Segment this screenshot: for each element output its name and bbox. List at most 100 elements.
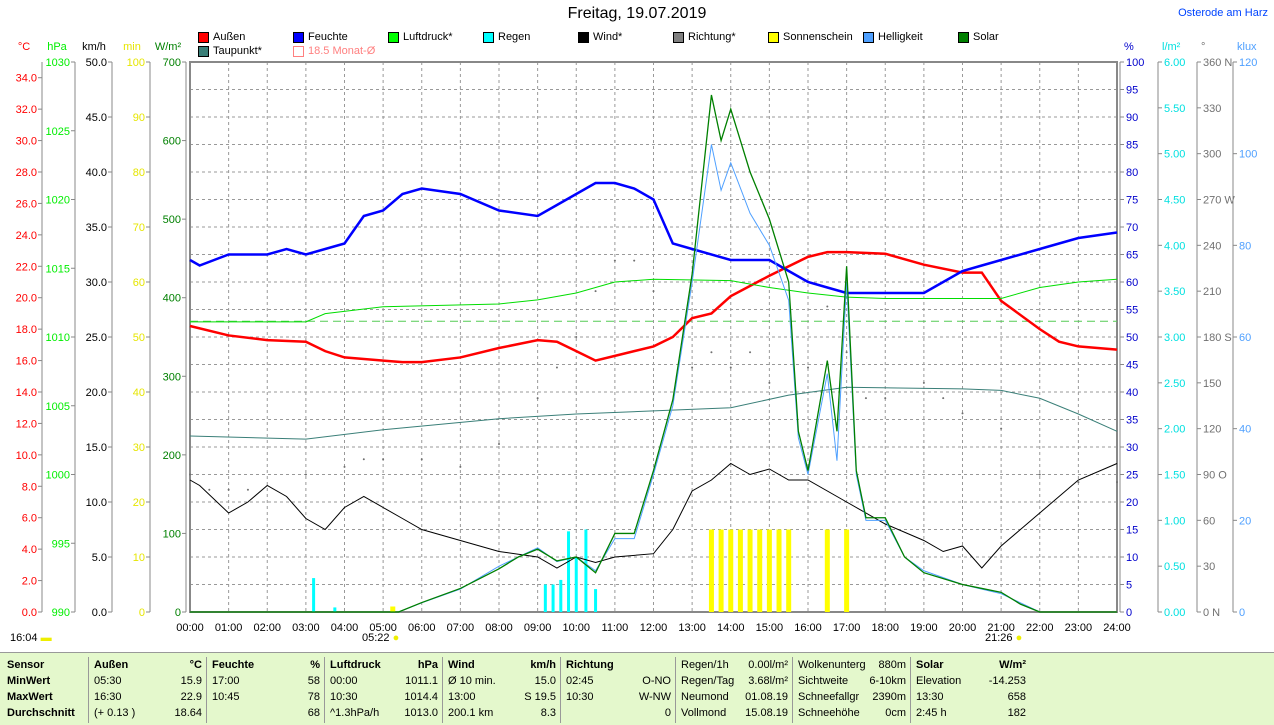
stats-value: 1014.4 bbox=[404, 691, 438, 703]
axis-tick-label: 120 bbox=[1239, 57, 1257, 69]
axis-tick-label: 20 bbox=[1126, 497, 1138, 509]
rain-bar bbox=[584, 529, 588, 612]
stats-value: 0 bbox=[664, 707, 671, 719]
stats-label: Neumond bbox=[681, 691, 729, 703]
stats-label: 16:30 bbox=[94, 691, 122, 703]
axis-tick-label: 120 bbox=[1203, 424, 1221, 436]
stats-row-label: MaxWert bbox=[7, 691, 53, 703]
axis-unit: hPa bbox=[47, 41, 67, 53]
stats-label: Schneehöhe bbox=[798, 707, 860, 719]
x-tick-label: 20:00 bbox=[949, 622, 977, 634]
axis-tick-label: 5.0 bbox=[92, 552, 107, 564]
direction-dot bbox=[652, 290, 655, 293]
direction-dot bbox=[420, 458, 423, 461]
stats-value: 0cm bbox=[885, 707, 906, 719]
axis-tick-label: 1030 bbox=[46, 57, 70, 69]
stats-col-feuchte: Feuchte% 17:00 58 10:45 78 68 bbox=[206, 657, 324, 723]
stats-label: 200.1 km bbox=[448, 707, 494, 719]
stats-label: 02:45 bbox=[566, 675, 594, 687]
legend-swatch bbox=[293, 31, 304, 43]
axis-tick-label: 180 S bbox=[1203, 332, 1232, 344]
legend-swatch bbox=[483, 31, 494, 43]
stats-label: Ø 10 min. bbox=[448, 675, 496, 687]
direction-dot bbox=[208, 488, 211, 491]
sunset: 21:26 ● bbox=[985, 632, 1023, 644]
location-link[interactable]: Osterode am Harz bbox=[1178, 7, 1268, 19]
axis-tick-label: 18.0 bbox=[16, 324, 37, 336]
direction-dot bbox=[729, 366, 732, 369]
axis-tick-label: 10 bbox=[1126, 552, 1138, 564]
stats-header: Außen bbox=[94, 659, 129, 671]
axis-tick-label: 500 bbox=[163, 214, 181, 226]
x-tick-label: 02:00 bbox=[253, 622, 281, 634]
sunshine-bar bbox=[776, 529, 782, 612]
axis-tick-label: 1000 bbox=[46, 470, 70, 482]
axis-tick-label: 100 bbox=[1239, 149, 1257, 161]
axis-tick-label: 20 bbox=[1239, 515, 1251, 527]
axis-unit: W/m² bbox=[155, 41, 182, 53]
sunshine-bar bbox=[757, 529, 763, 612]
rain-bar bbox=[333, 607, 337, 612]
axis-tick-label: 50.0 bbox=[86, 57, 107, 69]
sunshine-bar bbox=[824, 529, 830, 612]
axis-tick-label: 28.0 bbox=[16, 167, 37, 179]
axis-tick-label: 270 W bbox=[1203, 195, 1235, 207]
stats-col-solar: Solar W/m² Elevation -14.253 13:30 658 2:45 h 1… bbox=[910, 657, 1030, 723]
axis-tick-label: 12.0 bbox=[16, 418, 37, 430]
stats-col-richtung: Richtung 02:45 O-NO 10:30 W-NW 0 bbox=[560, 657, 675, 723]
stats-col-wolken: Wolkenunterg 880m Sichtweite 6-10km Schneefa… bbox=[792, 657, 910, 723]
x-tick-label: 06:00 bbox=[408, 622, 436, 634]
axis-tick-label: 55 bbox=[1126, 305, 1138, 317]
axis-tick-label: 2.00 bbox=[1164, 424, 1185, 436]
axis-unit: l/m² bbox=[1162, 41, 1181, 53]
axis-tick-label: 0 bbox=[1239, 607, 1245, 619]
stats-header: Sensor bbox=[7, 659, 45, 671]
stats-label: Vollmond bbox=[681, 707, 727, 719]
stats-label: ^1.3hPa/h bbox=[330, 707, 380, 719]
direction-dot bbox=[884, 397, 887, 400]
x-tick-label: 21:00 bbox=[987, 622, 1015, 634]
axis-tick-label: 1.50 bbox=[1164, 470, 1185, 482]
axis-tick-label: 50 bbox=[1126, 332, 1138, 344]
axis-tick-label: 90 O bbox=[1203, 470, 1227, 482]
stats-label: Sichtweite bbox=[798, 675, 849, 687]
x-tick-label: 09:00 bbox=[524, 622, 552, 634]
legend-label: Taupunkt* bbox=[213, 45, 262, 57]
axis-tick-label: 0 bbox=[1126, 607, 1132, 619]
legend-label: Sonnenschein bbox=[783, 31, 853, 43]
x-tick-label: 07:00 bbox=[447, 622, 475, 634]
axis-tick-label: 40 bbox=[133, 387, 145, 399]
stats-value: 78 bbox=[307, 691, 320, 703]
axis-tick-label: 100 bbox=[127, 57, 145, 69]
axis-tick-label: 60 bbox=[1126, 277, 1138, 289]
axis-tick-label: 990 bbox=[52, 607, 70, 619]
axis-tick-label: 1015 bbox=[46, 263, 70, 275]
axis-tick-label: 0 bbox=[139, 607, 145, 619]
direction-dot bbox=[459, 465, 462, 468]
x-tick-label: 04:00 bbox=[331, 622, 359, 634]
series-line-solar bbox=[190, 94, 1117, 613]
legend-swatch bbox=[673, 31, 684, 43]
axis-tick-label: 75 bbox=[1126, 195, 1138, 207]
axis-tick-label: 20.0 bbox=[16, 293, 37, 305]
direction-dot bbox=[942, 397, 945, 400]
series-line-taupunkt bbox=[189, 386, 1118, 440]
legend-label: Helligkeit bbox=[878, 31, 923, 43]
stats-unit: W/m² bbox=[999, 659, 1026, 671]
axis-tick-label: 700 bbox=[163, 57, 181, 69]
axis-tick-label: 22.0 bbox=[16, 261, 37, 273]
axis-tick-label: 85 bbox=[1126, 140, 1138, 152]
x-tick-label: 22:00 bbox=[1026, 622, 1054, 634]
axis-tick-label: 50 bbox=[133, 332, 145, 344]
legend-item: Regen bbox=[483, 31, 530, 43]
x-tick-label: 19:00 bbox=[910, 622, 938, 634]
direction-dot bbox=[1116, 481, 1118, 484]
axis-tick-label: 600 bbox=[163, 136, 181, 148]
axis-tick-label: 1020 bbox=[46, 195, 70, 207]
axis-tick-label: 30 bbox=[1126, 442, 1138, 454]
stats-label: 17:00 bbox=[212, 675, 240, 687]
direction-dot bbox=[845, 351, 848, 354]
legend-item: Feuchte bbox=[293, 31, 348, 43]
stats-label: 10:30 bbox=[330, 691, 358, 703]
axis-tick-label: 24.0 bbox=[16, 230, 37, 242]
